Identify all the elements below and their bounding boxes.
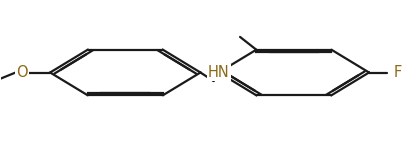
Text: HN: HN	[208, 65, 229, 80]
Text: F: F	[393, 65, 402, 80]
Text: O: O	[16, 65, 27, 80]
